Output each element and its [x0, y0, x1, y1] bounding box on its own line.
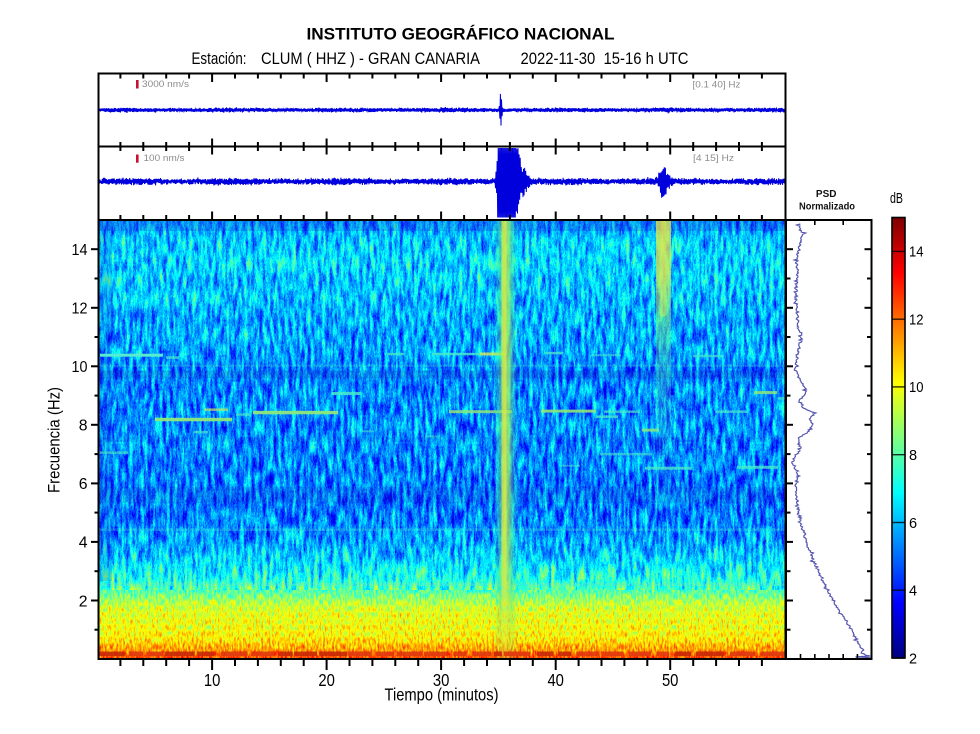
svg-text:PSD: PSD — [816, 189, 837, 200]
svg-text:Tiempo (minutos): Tiempo (minutos) — [385, 685, 499, 705]
svg-text:2: 2 — [909, 651, 917, 667]
svg-text:Frecuencia (Hz): Frecuencia (Hz) — [46, 387, 64, 493]
svg-text:3000 nm/s: 3000 nm/s — [142, 79, 189, 90]
svg-text:4: 4 — [909, 584, 917, 600]
svg-text:[0.1 40] Hz: [0.1 40] Hz — [693, 80, 741, 91]
svg-text:20: 20 — [318, 670, 335, 690]
svg-text:Normalizado: Normalizado — [799, 201, 855, 212]
svg-text:14: 14 — [72, 242, 88, 259]
svg-text:6: 6 — [79, 476, 88, 493]
svg-text:INSTITUTO GEOGRÁFICO NACIONAL: INSTITUTO GEOGRÁFICO NACIONAL — [307, 24, 615, 43]
svg-text:10: 10 — [909, 380, 924, 396]
svg-text:CLUM ( HHZ ) - GRAN CANARIA: CLUM ( HHZ ) - GRAN CANARIA — [261, 49, 481, 68]
svg-text:10: 10 — [204, 670, 221, 690]
svg-text:50: 50 — [662, 670, 679, 690]
svg-text:14: 14 — [909, 245, 924, 261]
svg-text:8: 8 — [79, 418, 88, 435]
svg-text:8: 8 — [909, 448, 917, 464]
svg-text:2: 2 — [79, 593, 88, 610]
svg-text:40: 40 — [547, 670, 564, 690]
svg-text:12: 12 — [909, 313, 924, 329]
svg-text:4: 4 — [79, 535, 88, 552]
svg-text:dB: dB — [890, 191, 903, 207]
svg-text:30: 30 — [433, 670, 450, 690]
svg-text:6: 6 — [909, 516, 917, 532]
svg-text:100 nm/s: 100 nm/s — [144, 153, 185, 164]
svg-text:[4 15] Hz: [4 15] Hz — [693, 153, 734, 164]
svg-text:Estación:: Estación: — [192, 49, 247, 68]
svg-text:2022-11-30 15-16 h UTC: 2022-11-30 15-16 h UTC — [521, 49, 689, 68]
svg-text:12: 12 — [72, 301, 88, 318]
svg-text:10: 10 — [72, 359, 88, 376]
